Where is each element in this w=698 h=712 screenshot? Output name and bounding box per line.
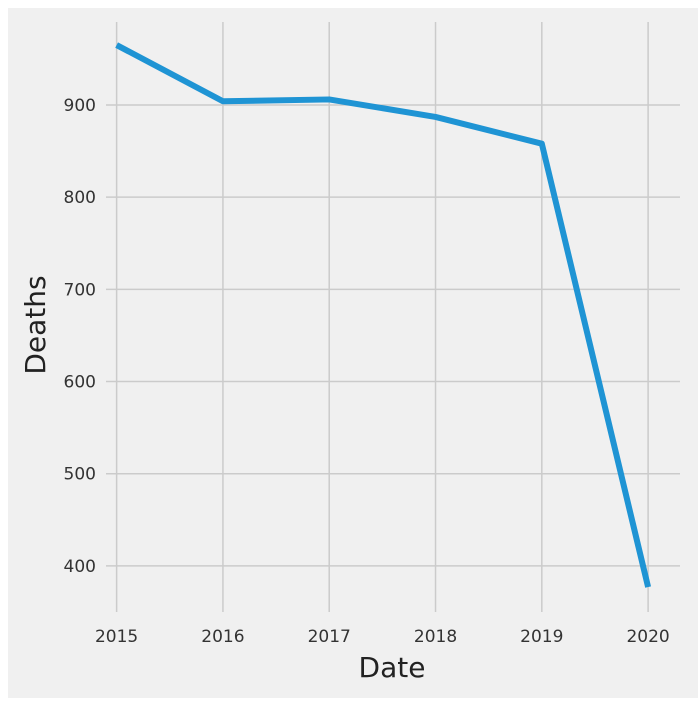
y-tick-label: 800 xyxy=(64,188,96,208)
x-tick-label: 2017 xyxy=(308,627,351,647)
y-tick-label: 700 xyxy=(64,280,96,300)
x-tick-label: 2019 xyxy=(520,627,563,647)
y-tick-label: 400 xyxy=(64,557,96,577)
x-tick-label: 2015 xyxy=(95,627,138,647)
series-line-0 xyxy=(115,42,652,588)
y-axis-label: Deaths xyxy=(19,275,52,374)
x-tick-labels: 2015 2016 2017 2018 2019 2020 xyxy=(95,627,670,647)
y-tick-label: 900 xyxy=(64,96,96,116)
y-gridlines xyxy=(106,104,680,567)
series-layer xyxy=(115,42,652,588)
x-tick-label: 2018 xyxy=(414,627,457,647)
x-gridlines xyxy=(115,22,649,612)
x-axis-label: Date xyxy=(359,651,426,684)
y-tick-label: 500 xyxy=(64,465,96,485)
plot-background xyxy=(8,8,698,698)
x-tick-label: 2020 xyxy=(626,627,669,647)
x-tick-label: 2016 xyxy=(201,627,244,647)
y-tick-labels: 400 500 600 700 800 900 xyxy=(64,96,96,577)
y-tick-label: 600 xyxy=(64,373,96,393)
